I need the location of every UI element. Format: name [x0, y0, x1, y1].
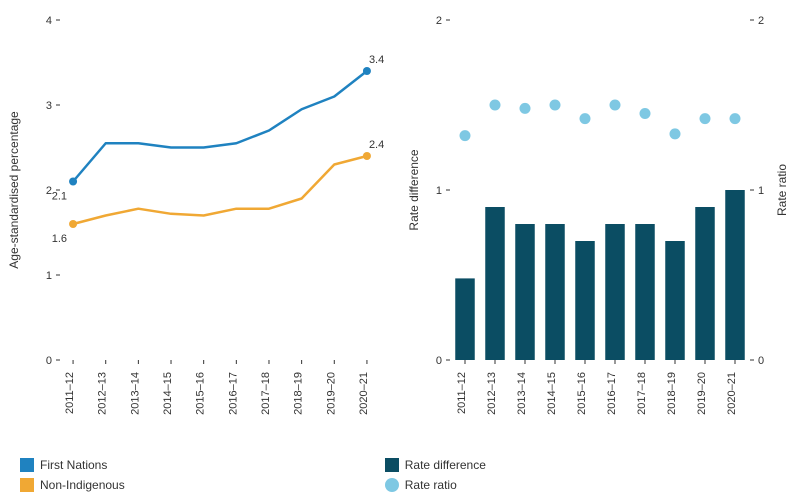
svg-text:2: 2 [758, 15, 764, 27]
svg-text:2: 2 [436, 15, 442, 27]
svg-text:2013–14: 2013–14 [129, 372, 141, 415]
svg-text:1: 1 [46, 270, 52, 282]
svg-text:0: 0 [758, 355, 764, 367]
legend-item-rate-ratio: Rate ratio [385, 478, 486, 492]
svg-text:2.4: 2.4 [369, 139, 384, 151]
panels: 0 1 2 3 4 Age-standardised percentage 2011–12 2… [0, 10, 800, 440]
svg-text:1: 1 [436, 185, 442, 197]
svg-text:2.1: 2.1 [52, 191, 67, 203]
legend-label: Rate ratio [405, 478, 457, 492]
svg-text:3.4: 3.4 [369, 54, 384, 66]
legend-swatch [385, 478, 399, 492]
legend-item-first-nations: First Nations [20, 458, 125, 472]
legend-swatch [20, 458, 34, 472]
svg-text:1: 1 [758, 185, 764, 197]
legend-item-rate-difference: Rate difference [385, 458, 486, 472]
right-panel: 0 0 1 1 2 2 Rate difference Rate ratio 2011–12 20… [400, 10, 800, 440]
svg-text:2012–13: 2012–13 [486, 372, 498, 415]
svg-text:2011–12: 2011–12 [456, 372, 468, 414]
svg-text:4: 4 [46, 15, 52, 27]
svg-text:2017–18: 2017–18 [636, 372, 648, 415]
bar-scatter-chart: 0 0 1 1 2 2 Rate difference Rate ratio 2011–12 20… [400, 10, 800, 440]
legend-label: Non-Indigenous [40, 478, 125, 492]
legend-left: First Nations Non-Indigenous [20, 458, 125, 492]
svg-text:3: 3 [46, 100, 52, 112]
svg-text:2017–18: 2017–18 [260, 372, 272, 415]
line-chart: 01234Age-standardised percentage2011–122… [0, 10, 400, 440]
svg-text:2019–20: 2019–20 [696, 372, 708, 415]
svg-text:Rate ratio: Rate ratio [775, 164, 789, 216]
legend-label: Rate difference [405, 458, 486, 472]
svg-text:2020–21: 2020–21 [358, 372, 370, 415]
svg-text:2014–15: 2014–15 [162, 372, 174, 415]
svg-text:2018–19: 2018–19 [293, 372, 305, 415]
svg-text:2019–20: 2019–20 [325, 372, 337, 415]
legend-right: Rate difference Rate ratio [385, 458, 486, 492]
svg-text:2016–17: 2016–17 [606, 372, 618, 415]
legend-item-non-indigenous: Non-Indigenous [20, 478, 125, 492]
legend-label: First Nations [40, 458, 107, 472]
legend-row: First Nations Non-Indigenous Rate differ… [20, 458, 780, 492]
svg-text:2012–13: 2012–13 [97, 372, 109, 415]
chart-container: 0 1 2 3 4 Age-standardised percentage 2011–12 2… [0, 0, 800, 500]
svg-text:2015–16: 2015–16 [195, 372, 207, 415]
left-panel: 01234Age-standardised percentage2011–122… [0, 10, 400, 440]
legend-swatch [385, 458, 399, 472]
svg-text:2018–19: 2018–19 [666, 372, 678, 415]
svg-text:0: 0 [46, 355, 52, 367]
svg-text:1.6: 1.6 [52, 233, 67, 245]
svg-text:2014–15: 2014–15 [546, 372, 558, 415]
legend-swatch [20, 478, 34, 492]
svg-text:2020–21: 2020–21 [726, 372, 738, 415]
svg-text:2015–16: 2015–16 [576, 372, 588, 415]
svg-text:Age-standardised percentage: Age-standardised percentage [7, 111, 21, 269]
svg-text:2011–12: 2011–12 [64, 372, 76, 414]
svg-text:2016–17: 2016–17 [227, 372, 239, 415]
svg-text:0: 0 [436, 355, 442, 367]
svg-text:2013–14: 2013–14 [516, 372, 528, 415]
svg-text:Rate difference: Rate difference [407, 149, 421, 230]
